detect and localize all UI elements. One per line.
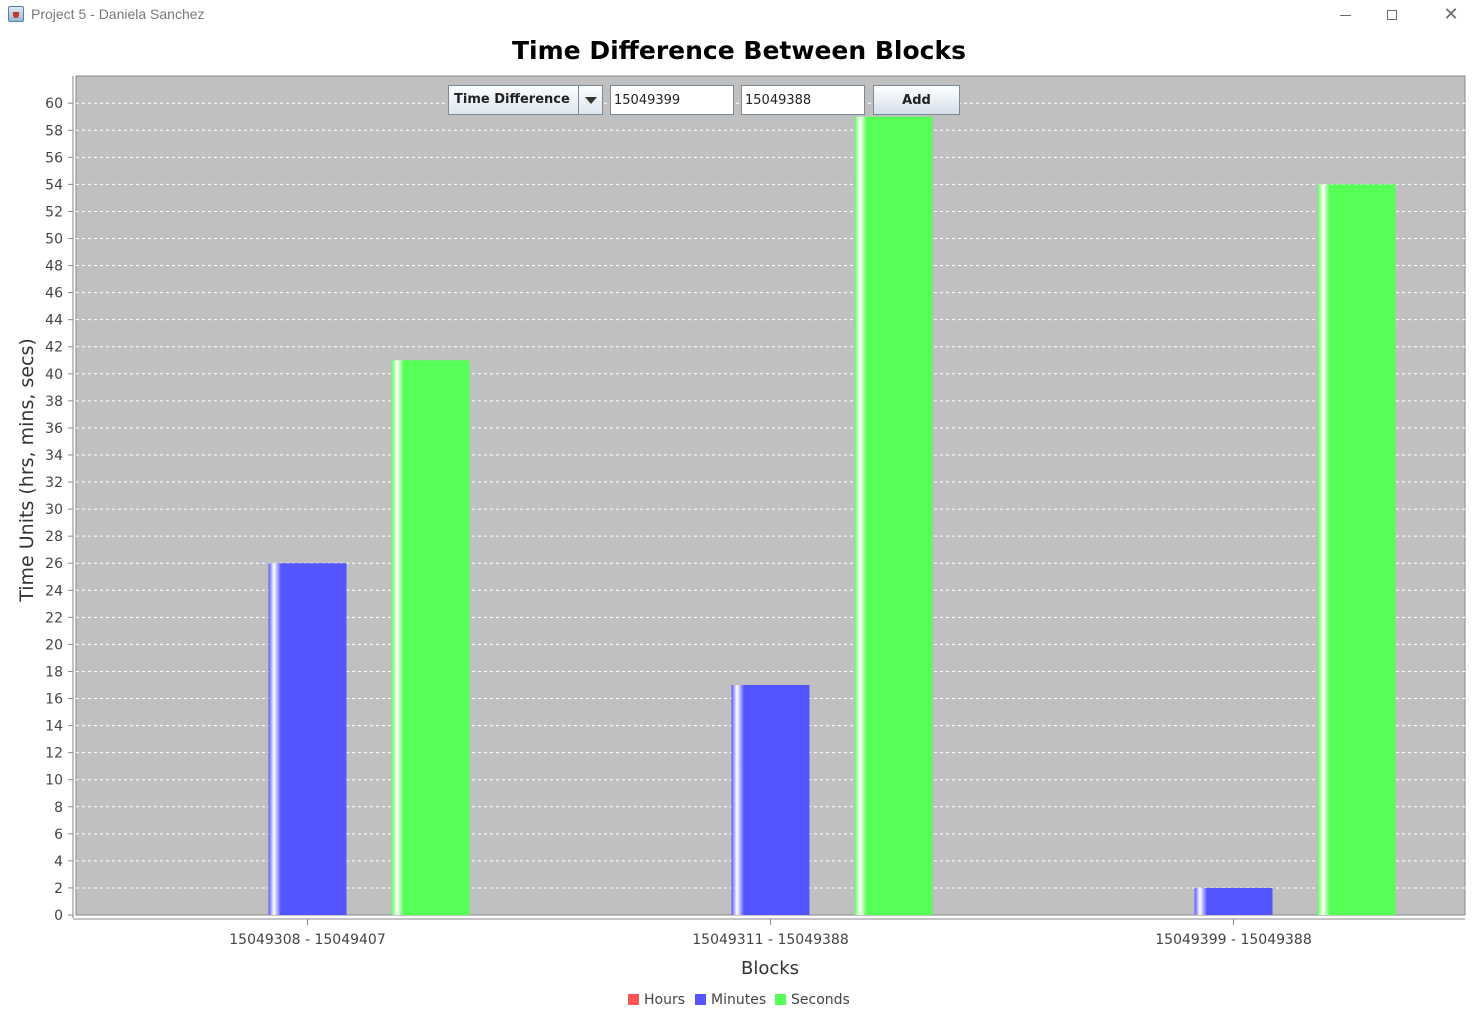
java-app-icon [8,6,24,22]
bar-minutes-3 [1194,887,1273,915]
y-tick-label: 10 [45,773,63,789]
chart-title: Time Difference Between Blocks [512,36,966,65]
block-a-input[interactable] [610,85,734,115]
y-tick-label: 46 [45,286,63,302]
y-tick-label: 0 [54,908,63,924]
y-tick-label: 8 [54,800,63,816]
bars [268,116,1396,916]
legend: Hours Minutes Seconds [628,992,850,1008]
y-tick-label: 34 [45,448,63,464]
y-tick-label: 4 [54,854,63,870]
minimize-button[interactable] [1322,0,1368,30]
bar-minutes-2 [731,684,810,915]
mode-dropdown[interactable]: Time Difference [448,85,603,115]
close-button[interactable]: ✕ [1428,0,1474,30]
y-tick-label: 50 [45,232,63,248]
y-tick-label: 20 [45,637,63,653]
y-tick-label: 52 [45,204,63,220]
maximize-icon [1387,10,1397,20]
y-tick-label: 60 [45,96,63,112]
y-tick-label: 16 [45,692,63,708]
y-tick-label: 44 [45,313,63,329]
y-axis-label: Time Units (hrs, mins, secs) [16,338,38,603]
y-tick-label: 40 [45,367,63,383]
y-tick-label: 38 [45,394,63,410]
y-tick-label: 28 [45,529,63,545]
dropdown-arrow-button[interactable] [578,86,602,114]
y-tick-label: 6 [54,827,63,843]
bar-seconds-2 [854,116,933,916]
y-tick-label: 42 [45,340,63,356]
x-tick-label: 15049308 - 15049407 [229,932,385,948]
y-tick-label: 36 [45,421,63,437]
legend-label-minutes: Minutes [711,992,766,1008]
y-tick-label: 32 [45,475,63,491]
bar-seconds-1 [391,360,470,915]
legend-swatch-seconds [775,994,786,1005]
maximize-button[interactable] [1369,0,1415,30]
y-axis-ticks: 0246810121416182022242628303234363840424… [45,96,73,924]
y-tick-label: 18 [45,664,63,680]
y-tick-label: 56 [45,150,63,166]
add-button[interactable]: Add [873,85,960,115]
y-tick-label: 2 [54,881,63,897]
bar-seconds-3 [1317,184,1396,915]
y-tick-label: 12 [45,746,63,762]
legend-label-seconds: Seconds [791,992,850,1008]
legend-swatch-minutes [695,994,706,1005]
block-b-input[interactable] [741,85,865,115]
y-tick-label: 58 [45,123,63,139]
x-tick-label: 15049311 - 15049388 [692,932,848,948]
window-title: Project 5 - Daniela Sanchez [31,6,205,22]
legend-label-hours: Hours [644,992,685,1008]
y-tick-label: 30 [45,502,63,518]
chevron-down-icon [584,96,597,104]
y-tick-label: 24 [45,583,63,599]
legend-swatch-hours [628,994,639,1005]
mode-dropdown-value: Time Difference [454,92,570,107]
window-titlebar: Project 5 - Daniela Sanchez ✕ [0,0,1482,30]
x-tick-label: 15049399 - 15049388 [1155,932,1311,948]
y-tick-label: 26 [45,556,63,572]
bar-minutes-1 [268,563,347,915]
x-axis-ticks: 15049308 - 15049407 15049311 - 15049388 15… [229,919,1312,948]
x-axis-label: Blocks [741,958,799,979]
y-tick-label: 22 [45,610,63,626]
y-tick-label: 48 [45,259,63,275]
y-tick-label: 54 [45,177,63,193]
close-icon: ✕ [1443,4,1459,25]
y-tick-label: 14 [45,719,63,735]
minimize-icon [1339,14,1351,16]
